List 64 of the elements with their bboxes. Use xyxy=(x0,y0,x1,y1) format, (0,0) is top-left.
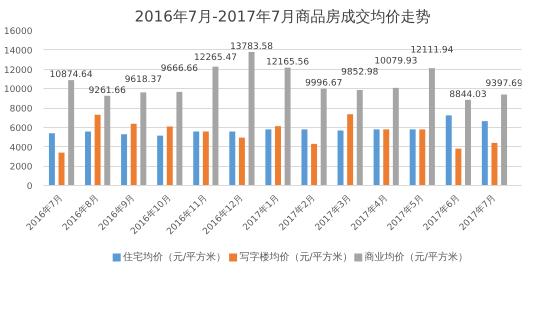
bar xyxy=(229,132,236,186)
bar xyxy=(419,129,426,186)
bar xyxy=(311,144,318,186)
data-label: 8844.03 xyxy=(449,90,487,100)
bar xyxy=(265,129,272,186)
data-label: 9666.66 xyxy=(160,64,198,74)
bar xyxy=(446,115,452,186)
bar xyxy=(193,132,200,186)
data-label: 9261.66 xyxy=(88,86,126,96)
bar xyxy=(465,100,471,186)
legend-label: 住宅均价（元/平方米） xyxy=(122,251,226,263)
bar xyxy=(85,132,91,186)
bar xyxy=(491,142,498,186)
bar xyxy=(104,96,110,186)
y-tick-label: 2000 xyxy=(10,162,33,173)
bar xyxy=(68,80,74,186)
y-tick-label: 16000 xyxy=(4,27,33,37)
bar xyxy=(248,52,255,186)
bar xyxy=(356,90,363,186)
bar xyxy=(94,114,101,186)
bar xyxy=(410,129,416,186)
bar xyxy=(301,129,308,186)
bar xyxy=(202,132,209,186)
bar xyxy=(58,152,65,186)
y-tick-label: 14000 xyxy=(4,46,33,56)
bar xyxy=(212,66,218,186)
data-label: 10079.93 xyxy=(374,56,418,67)
bar xyxy=(238,138,245,186)
bar xyxy=(338,130,344,186)
bar xyxy=(501,94,508,186)
bar xyxy=(121,134,128,186)
data-label: 13783.58 xyxy=(230,42,274,52)
bar xyxy=(48,133,55,186)
bar xyxy=(176,92,182,186)
y-tick-label: 4000 xyxy=(10,143,33,154)
bar xyxy=(130,124,137,186)
bar xyxy=(482,121,488,186)
data-label: 12165.56 xyxy=(266,58,310,68)
bar xyxy=(166,126,173,186)
y-tick-label: 8000 xyxy=(10,104,33,114)
data-label: 9996.67 xyxy=(305,78,342,89)
bar xyxy=(347,114,354,186)
legend-label: 商业均价（元/平方米） xyxy=(364,251,468,263)
y-tick-label: 12000 xyxy=(4,66,33,76)
data-label: 12265.47 xyxy=(194,52,237,63)
bar xyxy=(383,129,390,186)
bar xyxy=(320,88,327,186)
bar xyxy=(140,92,146,186)
data-label: 9852.98 xyxy=(341,68,379,78)
data-label: 12111.94 xyxy=(410,46,454,56)
bar xyxy=(275,126,281,186)
bar xyxy=(455,148,462,186)
data-label: 9618.37 xyxy=(124,74,162,85)
bar xyxy=(284,68,291,186)
legend-label: 写字楼均价（元/平方米） xyxy=(239,251,353,263)
chart-title: 2016年7月-2017年7月商品房成交均价走势 xyxy=(134,8,430,26)
data-label: 10874.64 xyxy=(50,70,93,80)
y-tick-label: 0 xyxy=(26,182,33,192)
bar xyxy=(392,88,399,186)
bar xyxy=(157,136,164,186)
bar xyxy=(428,68,435,186)
bar xyxy=(374,129,380,186)
y-tick-label: 10000 xyxy=(4,85,33,96)
y-tick-label: 6000 xyxy=(10,124,33,134)
